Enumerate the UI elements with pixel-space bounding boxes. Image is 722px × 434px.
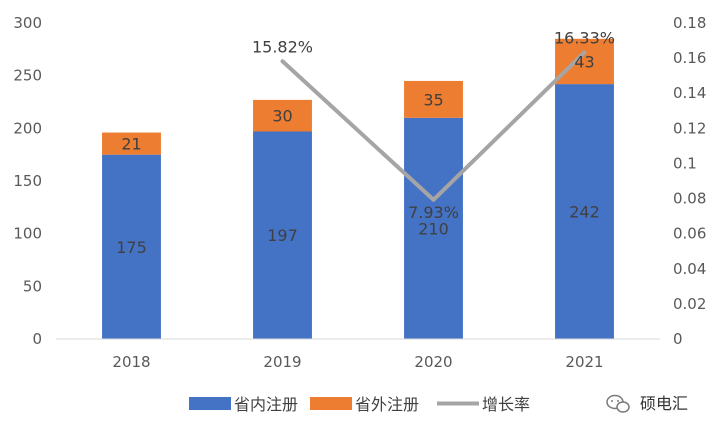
y-left-tick-label: 50 [23,277,42,295]
y-left-tick-label: 0 [32,330,42,348]
bar-data-label: 197 [267,226,298,245]
y-right-tick-label: 0.06 [673,225,706,243]
bar-data-label: 242 [569,203,600,222]
y-left-tick-label: 300 [13,14,42,32]
y-right-tick-label: 0 [673,330,683,348]
y-right-tick-label: 0.04 [673,260,706,278]
y-right-tick-label: 0.14 [673,84,706,102]
bar-segment [404,80,463,118]
y-right-tick-label: 0.02 [673,295,706,313]
line-point [280,59,285,64]
watermark-text: 硕电汇 [640,394,688,413]
bar-segment [555,38,614,85]
right-axis: 0 0.02 0.04 0.06 0.08 0.1 0.12 0.14 0.16 0.18 [673,14,706,348]
y-left-tick-label: 100 [13,225,42,243]
y-right-tick-label: 0.18 [673,14,706,32]
line-data-label: 16.33% [554,28,615,47]
line-point [431,197,436,202]
left-axis: 0 50 100 150 200 250 300 [13,14,42,348]
line-point [582,50,587,55]
legend-swatch [189,397,231,410]
bar-data-label: 43 [574,52,594,71]
y-right-tick-label: 0.1 [673,154,697,172]
legend-item: 省内注册 [189,395,298,414]
bar-data-label: 30 [272,107,292,126]
growth-line [280,50,587,202]
x-tick-label: 2021 [565,353,603,371]
bar-data-label: 175 [116,238,147,257]
bar-segment [253,99,312,132]
x-tick-label: 2020 [414,353,452,371]
bar-segment [253,131,312,339]
legend-label: 增长率 [482,395,530,414]
line-data-label: 15.82% [252,37,313,56]
wechat-icon [606,394,630,413]
legend-label: 省外注册 [355,395,419,414]
x-axis: 2018 2019 2020 2021 [112,353,603,371]
bar-segment [404,117,463,339]
y-right-tick-label: 0.16 [673,49,706,67]
y-right-tick-label: 0.12 [673,119,706,137]
legend-label: 省内注册 [234,395,298,414]
line-data-label: 7.93% [408,203,459,222]
line-data-labels: 15.82% 7.93% 16.33% [252,28,615,221]
bar-segment [102,154,161,339]
bar-segment [555,84,614,340]
legend-swatch [310,397,352,410]
bar-data-labels: 175 21 197 30 210 35 242 43 [116,52,600,256]
y-left-tick-label: 200 [13,119,42,137]
bars [102,38,614,340]
bar-data-label: 35 [423,90,443,109]
legend-item: 增长率 [437,395,530,414]
legend-item: 省外注册 [310,395,419,414]
bar-data-label: 210 [418,219,449,238]
x-tick-label: 2019 [263,353,301,371]
watermark: 硕电汇 [606,394,688,413]
y-right-tick-label: 0.08 [673,190,706,208]
y-left-tick-label: 250 [13,67,42,85]
x-tick-label: 2018 [112,353,150,371]
legend: 省内注册 省外注册 增长率 [189,395,530,414]
y-left-tick-label: 150 [13,172,42,190]
bar-data-label: 21 [121,135,141,154]
bar-segment [102,132,161,155]
